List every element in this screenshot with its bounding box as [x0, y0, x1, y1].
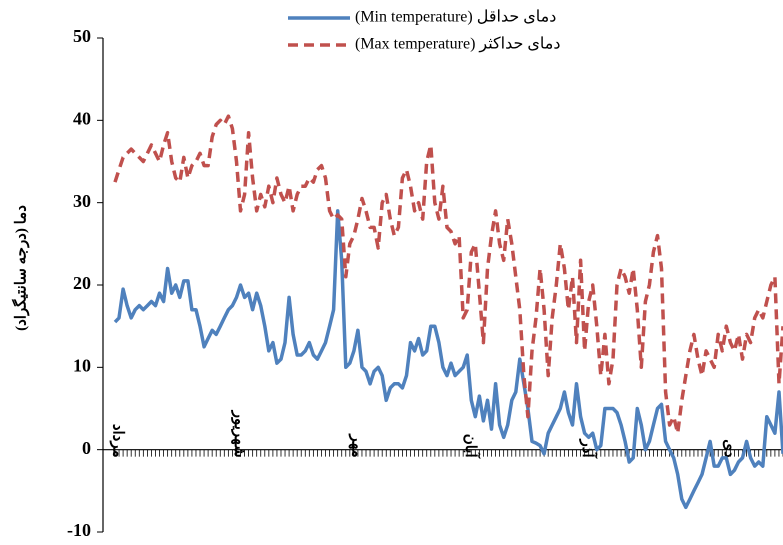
- y-tick-label: -10: [67, 520, 91, 540]
- y-tick-label: 20: [73, 273, 91, 293]
- x-tick-label: شهریور: [231, 410, 247, 458]
- x-tick-label: دی: [721, 439, 737, 458]
- legend-label: دمای حداقل (Min temperature): [355, 9, 556, 26]
- series-line: [113, 209, 783, 510]
- y-tick-label: 40: [73, 108, 91, 128]
- x-tick-label: آبان: [462, 434, 481, 460]
- x-tick-label: مرداد: [110, 424, 126, 458]
- y-tick-label: 50: [73, 26, 91, 46]
- series-line: [113, 114, 783, 435]
- y-axis-label: دما (درجه سانتیگراد): [11, 205, 29, 331]
- x-tick-label: مهر: [348, 433, 364, 457]
- y-tick-label: 0: [82, 438, 91, 458]
- x-tick-label: آذر: [579, 439, 598, 460]
- legend-label: دمای حداکثر (Max temperature): [355, 36, 561, 53]
- y-tick-label: 30: [73, 191, 91, 211]
- y-tick-label: 10: [73, 355, 91, 375]
